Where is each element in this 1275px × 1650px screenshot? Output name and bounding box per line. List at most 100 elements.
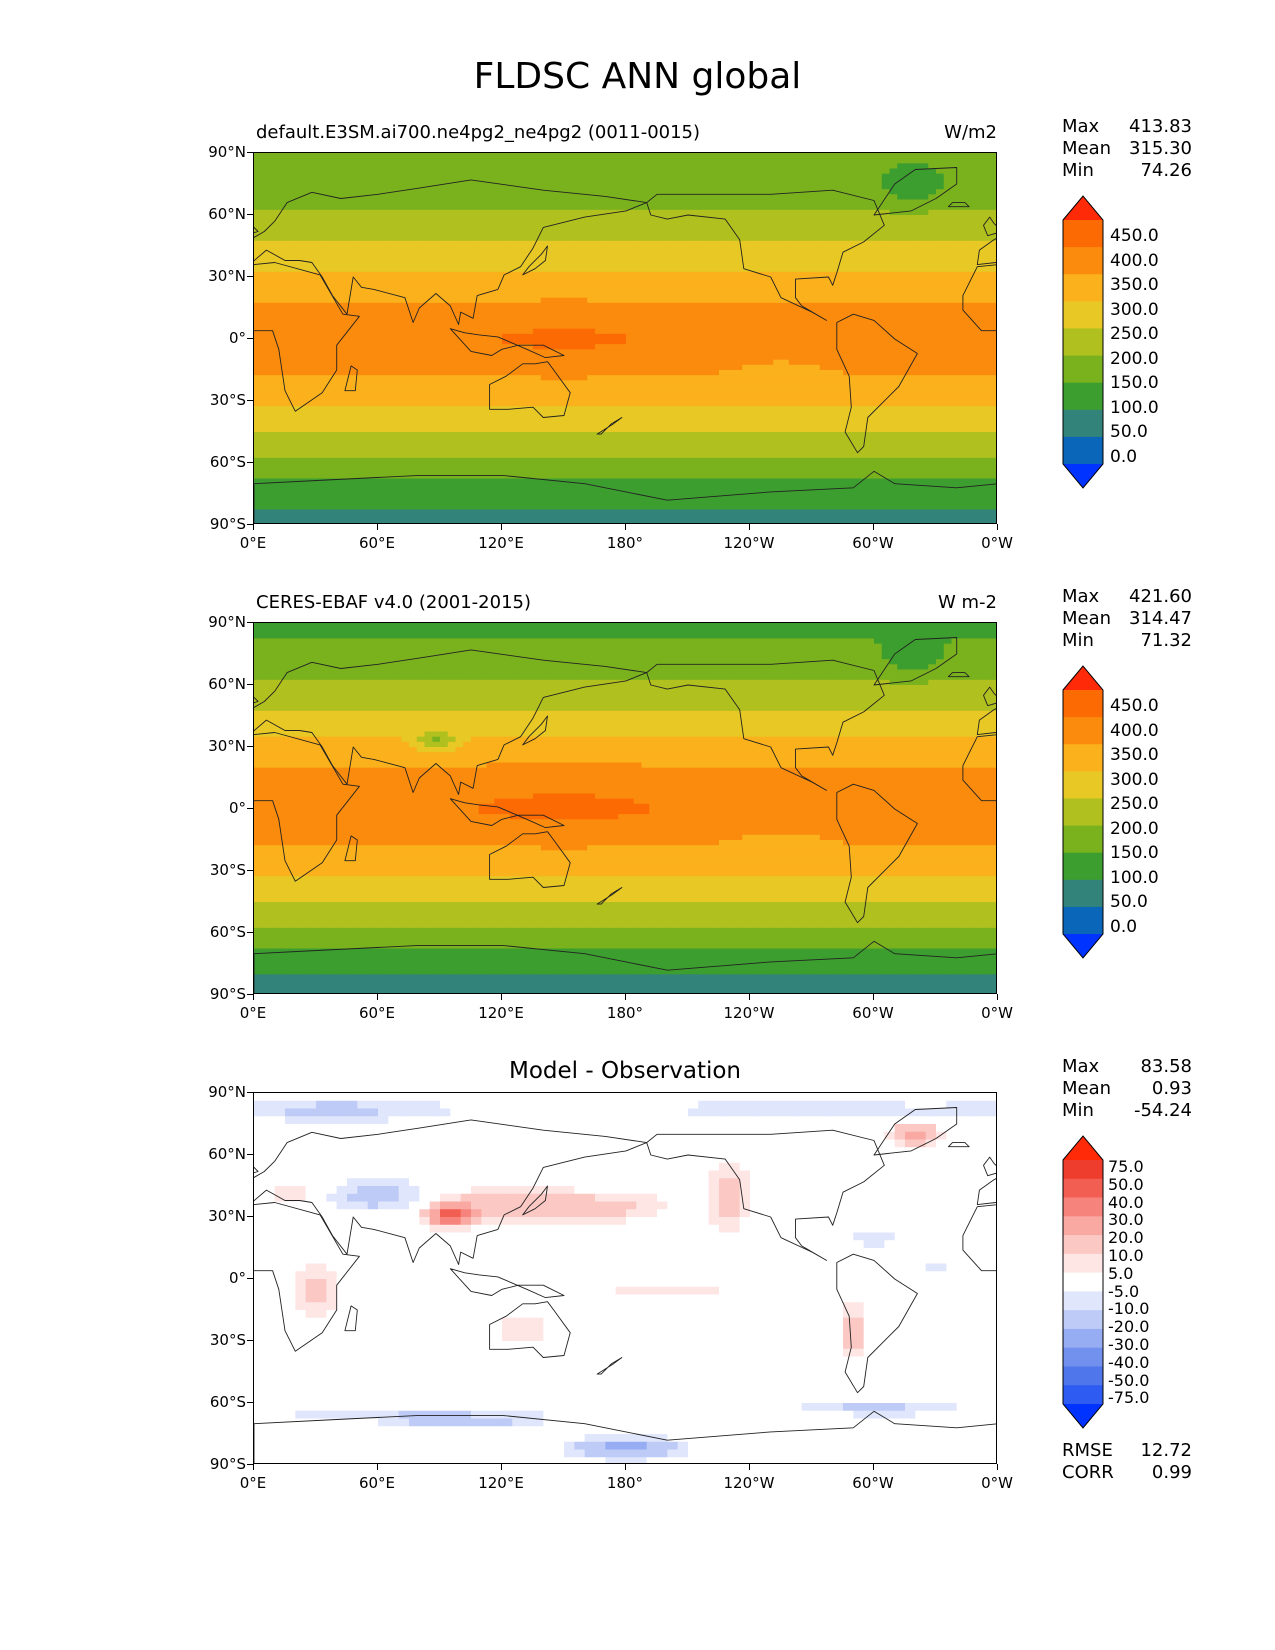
field-cell bbox=[471, 153, 480, 159]
field-cell bbox=[641, 261, 650, 268]
field-cell bbox=[912, 313, 922, 319]
field-cell bbox=[781, 163, 790, 170]
field-cell bbox=[649, 416, 658, 423]
field-cell bbox=[610, 416, 619, 423]
field-cell bbox=[610, 266, 619, 273]
field-cell bbox=[812, 359, 821, 366]
field-cell bbox=[874, 364, 883, 371]
field-cell bbox=[432, 153, 441, 159]
field-cell bbox=[502, 354, 511, 361]
field-cell bbox=[471, 339, 480, 345]
field-cell bbox=[827, 189, 836, 195]
field-cell bbox=[533, 364, 542, 371]
field-cell bbox=[866, 271, 875, 278]
field-cell bbox=[796, 359, 805, 366]
field-cell bbox=[378, 354, 387, 361]
field-cell bbox=[943, 406, 953, 412]
field-cell bbox=[548, 287, 557, 294]
field-cell bbox=[339, 184, 348, 190]
field-cell bbox=[393, 302, 402, 309]
field-cell bbox=[788, 184, 798, 190]
field-cell bbox=[316, 328, 325, 335]
field-cell bbox=[781, 184, 790, 190]
field-cell bbox=[688, 380, 697, 387]
field-cell bbox=[587, 251, 596, 257]
field-cell bbox=[664, 359, 674, 366]
field-cell bbox=[502, 364, 511, 371]
field-cell bbox=[928, 349, 937, 356]
field-cell bbox=[719, 256, 728, 263]
field-cell bbox=[540, 297, 550, 304]
field-cell bbox=[502, 401, 511, 407]
field-cell bbox=[850, 184, 860, 190]
field-cell bbox=[897, 199, 906, 206]
field-cell bbox=[804, 204, 813, 211]
field-cell bbox=[773, 380, 782, 387]
field-cell bbox=[633, 271, 643, 278]
field-cell bbox=[641, 240, 650, 247]
field-cell bbox=[649, 292, 658, 299]
field-cell bbox=[943, 292, 953, 299]
field-cell bbox=[517, 168, 526, 175]
field-cell bbox=[959, 189, 968, 195]
field-cell bbox=[912, 411, 922, 418]
field-cell bbox=[455, 323, 464, 330]
field-cell bbox=[285, 406, 294, 412]
field-cell bbox=[688, 158, 697, 164]
field-cell bbox=[308, 287, 317, 294]
field-cell bbox=[323, 215, 333, 221]
field-cell bbox=[928, 333, 937, 340]
field-cell bbox=[509, 297, 519, 304]
field-cell bbox=[525, 292, 534, 299]
field-cell bbox=[959, 215, 968, 221]
field-cell bbox=[912, 235, 922, 242]
field-cell bbox=[827, 158, 836, 164]
field-cell bbox=[765, 333, 774, 340]
field-cell bbox=[502, 339, 511, 345]
field-cell bbox=[990, 292, 996, 299]
field-cell bbox=[323, 339, 333, 345]
field-cell bbox=[556, 209, 565, 216]
field-cell bbox=[432, 209, 441, 216]
field-cell bbox=[471, 313, 480, 319]
field-cell bbox=[858, 153, 867, 159]
field-cell bbox=[416, 220, 426, 226]
field-cell bbox=[874, 209, 883, 216]
field-cell bbox=[951, 380, 960, 387]
field-cell bbox=[447, 359, 457, 366]
field-cell bbox=[982, 349, 991, 356]
field-cell bbox=[765, 318, 774, 325]
field-cell bbox=[943, 256, 953, 263]
field-cell bbox=[339, 158, 348, 164]
field-cell bbox=[711, 153, 720, 159]
field-cell bbox=[804, 215, 813, 221]
field-cell bbox=[486, 333, 495, 340]
field-cell bbox=[773, 225, 782, 232]
field-cell bbox=[905, 173, 914, 180]
field-cell bbox=[385, 277, 395, 283]
field-cell bbox=[889, 256, 898, 263]
field-cell bbox=[982, 416, 991, 423]
field-cell bbox=[695, 204, 705, 211]
field-cell bbox=[881, 302, 891, 309]
field-cell bbox=[285, 333, 294, 340]
field-cell bbox=[347, 199, 356, 206]
field-cell bbox=[331, 184, 340, 190]
field-cell bbox=[610, 189, 619, 195]
field-cell bbox=[595, 287, 604, 294]
field-cell bbox=[757, 209, 767, 216]
field-cell bbox=[788, 158, 798, 164]
field-cell bbox=[773, 333, 782, 340]
field-cell bbox=[827, 323, 836, 330]
field-cell bbox=[463, 395, 472, 402]
field-cell bbox=[626, 282, 635, 288]
field-cell bbox=[819, 308, 829, 314]
field-cell bbox=[610, 178, 619, 185]
field-cell bbox=[858, 189, 867, 195]
field-cell bbox=[463, 178, 472, 185]
field-cell bbox=[633, 266, 643, 273]
field-cell bbox=[277, 375, 286, 381]
field-cell bbox=[277, 401, 286, 407]
field-cell bbox=[664, 158, 674, 164]
field-cell bbox=[579, 209, 588, 216]
